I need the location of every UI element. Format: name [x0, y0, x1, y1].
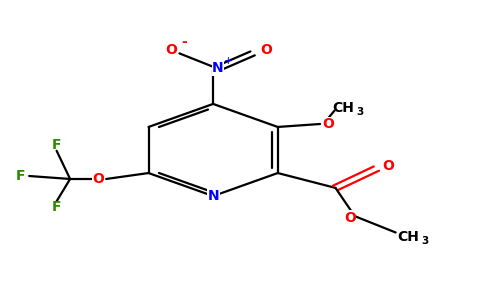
Text: 3: 3	[421, 236, 428, 246]
Text: O: O	[344, 211, 356, 225]
Text: O: O	[92, 172, 104, 186]
Text: F: F	[16, 169, 25, 183]
Text: CH: CH	[332, 100, 354, 115]
Text: N: N	[212, 61, 224, 75]
Text: +: +	[224, 56, 233, 66]
Text: O: O	[382, 159, 394, 173]
Text: CH: CH	[397, 230, 419, 244]
Text: O: O	[260, 44, 272, 57]
Text: O: O	[322, 117, 334, 131]
Text: 3: 3	[356, 107, 363, 117]
Text: -: -	[182, 35, 187, 50]
Text: O: O	[166, 44, 177, 57]
Text: F: F	[52, 138, 61, 152]
Text: N: N	[207, 189, 219, 203]
Text: F: F	[52, 200, 61, 214]
